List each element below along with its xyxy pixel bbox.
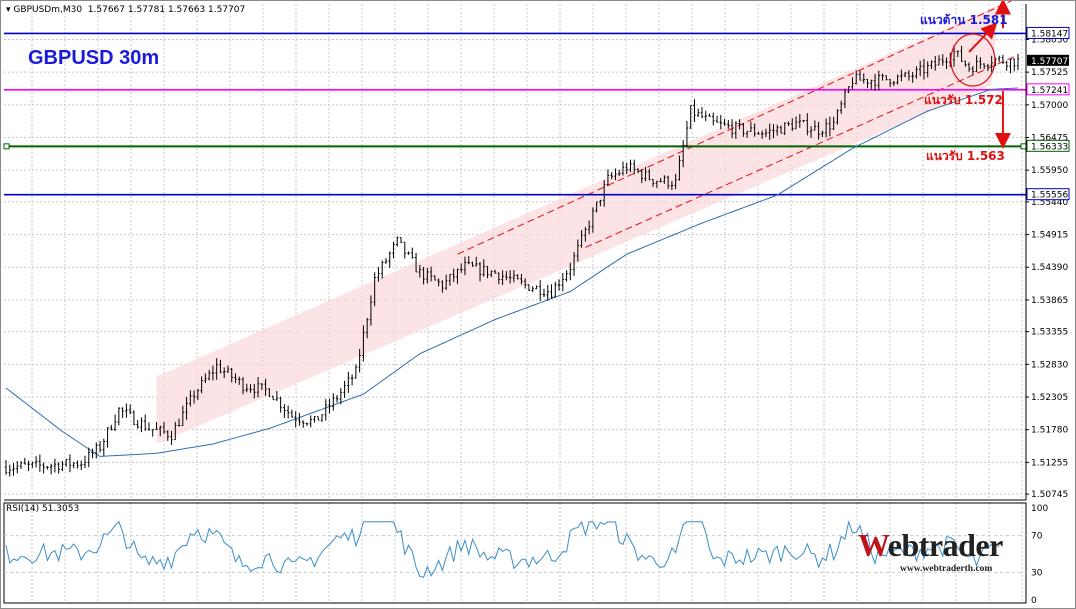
price-tick-label: 1.55440 (1031, 198, 1068, 208)
symbol-name: GBPUSDm,M30 (13, 5, 83, 15)
price-tick-label: 1.53355 (1031, 328, 1068, 338)
support2-handle-left (3, 143, 10, 150)
low-price-label: 1.55556 (1031, 191, 1068, 201)
rsi-level-label: 70 (1031, 532, 1043, 542)
resistance-price-box (1026, 26, 1070, 39)
resistance-annotation: แนวต้าน 1.581 (920, 13, 1008, 27)
price-tick-label: 1.56475 (1031, 133, 1068, 143)
rsi-line (5, 519, 1000, 578)
current-price-box (1027, 54, 1069, 66)
support2-price-box (1026, 139, 1070, 152)
price-tick-label: 1.54390 (1031, 263, 1068, 273)
support2-handle-right (1020, 143, 1027, 150)
breakout-arrow-icon (968, 22, 998, 53)
support1-annotation: แนวรับ 1.572 (924, 93, 1003, 107)
rsi-level-label: 30 (1031, 568, 1043, 578)
logo-wordmark: Webtrader (858, 528, 1003, 562)
candles (4, 44, 1020, 477)
price-tick-label: 1.58050 (1031, 35, 1068, 45)
support2-price-label: 1.56333 (1031, 142, 1068, 152)
low-price-box (1026, 188, 1070, 201)
ohlc-values: 1.57667 1.57781 1.57663 1.57707 (87, 5, 246, 15)
price-tick-label: 1.55950 (1031, 166, 1068, 176)
rsi-level-label: 100 (1031, 504, 1048, 514)
current-price-label: 1.57707 (1031, 57, 1068, 67)
price-tick-label: 1.51255 (1031, 458, 1068, 468)
resistance-price-label: 1.58147 (1031, 29, 1068, 39)
support2-annotation: แนวรับ 1.563 (926, 149, 1005, 163)
logo-url: www.webtraderth.com (900, 564, 993, 574)
rsi-label: RSI(14) 51.3053 (6, 504, 80, 514)
price-tick-label: 1.50745 (1031, 490, 1068, 500)
price-tick-label: 1.53865 (1031, 296, 1068, 306)
logo-w: W (858, 527, 888, 563)
chart-title: GBPUSD 30m (28, 47, 160, 69)
rsi-window (3, 502, 1027, 604)
rsi-level-label: 0 (1031, 596, 1037, 606)
price-tick-label: 1.51780 (1031, 426, 1068, 436)
price-tick-label: 1.57000 (1031, 101, 1068, 111)
highlight-circle (950, 33, 996, 87)
symbol-header: ▾ GBPUSDm,M30 1.57667 1.57781 1.57663 1.… (6, 5, 245, 15)
channel-lower-line (585, 54, 1019, 248)
channel-band (156, 5, 1000, 444)
header-triangle-icon: ▾ (6, 5, 11, 15)
support1-price-label: 1.57241 (1031, 86, 1068, 96)
price-tick-label: 1.57525 (1031, 68, 1068, 78)
price-tick-label: 1.52305 (1031, 393, 1068, 403)
price-tick-label: 1.52830 (1031, 360, 1068, 370)
channel-upper-line (457, 0, 1015, 255)
moving-average-line (5, 87, 1019, 457)
webtrader-logo: Webtrader www.webtraderth.com (858, 528, 1018, 578)
logo-rest: ebtrader (887, 527, 1004, 563)
price-tick-label: 1.54915 (1031, 231, 1068, 241)
support1-price-box (1026, 83, 1070, 96)
